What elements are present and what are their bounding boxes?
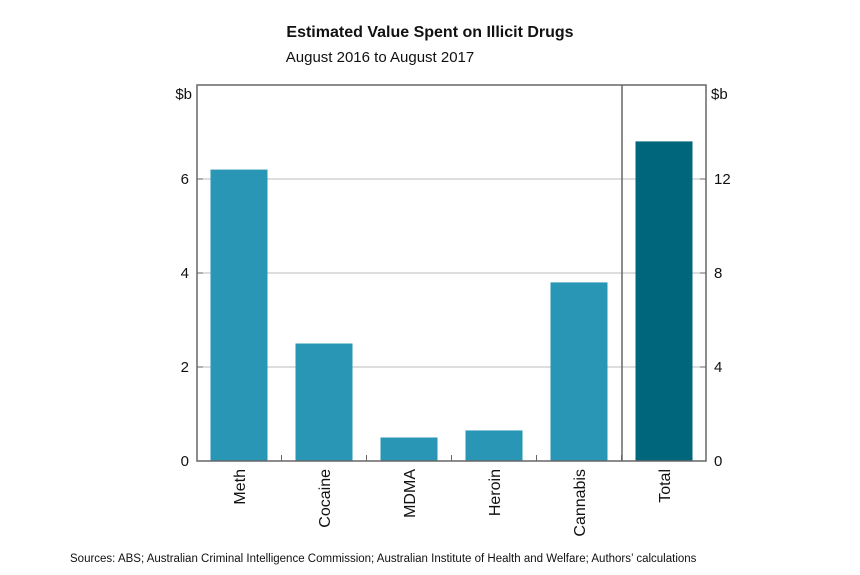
x-label-heroin: Heroin [487, 469, 504, 516]
right-tick-label: 12 [714, 171, 731, 188]
x-label-mdma: MDMA [402, 469, 419, 518]
left-tick-label: 4 [181, 265, 189, 282]
left-tick-label: 0 [181, 453, 189, 470]
x-label-cannabis: Cannabis [572, 469, 589, 537]
right-axis-unit: $b [711, 86, 728, 103]
right-tick-label: 0 [714, 453, 722, 470]
x-label-total: Total [657, 469, 674, 503]
right-tick-label: 8 [714, 265, 722, 282]
bar-cocaine [295, 343, 353, 461]
left-axis-unit: $b [175, 86, 192, 103]
bar-heroin [465, 430, 523, 461]
bar-cannabis [550, 282, 608, 461]
left-tick-label: 6 [181, 171, 189, 188]
bar-meth [210, 169, 268, 461]
left-tick-label: 2 [181, 359, 189, 376]
chart-subtitle: August 2016 to August 2017 [286, 49, 475, 66]
chart-title: Estimated Value Spent on Illicit Drugs [286, 24, 573, 41]
source-note: Sources: ABS; Australian Criminal Intell… [70, 553, 697, 565]
x-label-cocaine: Cocaine [317, 469, 334, 528]
x-label-meth: Meth [232, 469, 249, 505]
right-tick-label: 4 [714, 359, 722, 376]
bar-mdma [380, 437, 438, 461]
bar-total [635, 141, 693, 461]
